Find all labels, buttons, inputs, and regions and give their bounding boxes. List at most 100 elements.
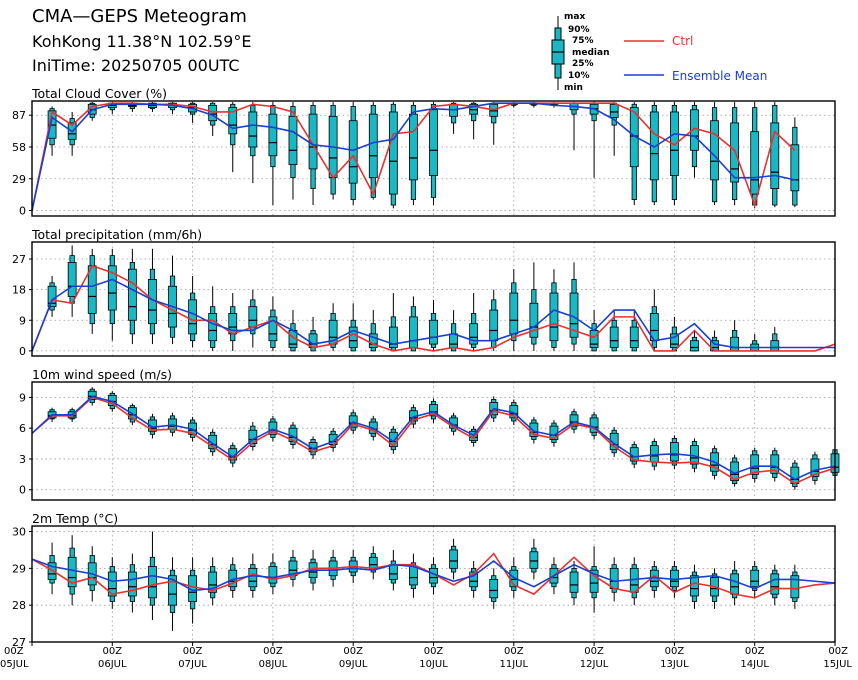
box-31 — [670, 316, 679, 352]
panel-frame — [31, 381, 836, 501]
box-inner — [649, 111, 659, 181]
box-22 — [489, 568, 499, 609]
box-0 — [47, 276, 57, 317]
box-7 — [188, 102, 198, 123]
box-inner — [730, 336, 740, 352]
box-inner — [549, 292, 559, 342]
box-29 — [629, 102, 639, 206]
box-17 — [388, 293, 398, 352]
box-21 — [469, 560, 479, 598]
y-tick-label: 9 — [19, 314, 26, 327]
box-inner — [670, 111, 679, 176]
box-18 — [409, 102, 418, 206]
box-5 — [148, 248, 157, 345]
box-inner — [670, 442, 679, 462]
panel-0: Total Cloud Cover (%) 0 29 58 87 — [12, 86, 836, 218]
box-inner — [168, 418, 177, 430]
box-28 — [609, 557, 619, 602]
box-37 — [790, 564, 800, 609]
y-tick-label: 87 — [12, 109, 26, 122]
legend: max 90% 75% median 25% 10% min Ctrl Ense… — [551, 12, 767, 93]
box-inner — [429, 109, 438, 176]
box-20 — [449, 310, 458, 352]
box-10 — [248, 102, 258, 184]
box-inner — [609, 326, 619, 348]
y-tick-label: 29 — [12, 173, 26, 186]
panel-2: 10m wind speed (m/s) 0 3 6 9 — [19, 367, 840, 501]
box-inner — [67, 556, 77, 588]
box-inner — [409, 316, 418, 348]
ctrl-line — [31, 264, 836, 352]
x-tick-time-label: 00Z — [584, 646, 604, 657]
box-inner — [469, 323, 479, 345]
box-inner — [810, 458, 820, 477]
box-18 — [409, 296, 418, 352]
box-11 — [268, 102, 278, 206]
panel-1: Total precipitation (mm/6h) 0 9 18 27 — [12, 227, 836, 358]
box-36 — [770, 102, 780, 208]
mean-line — [31, 395, 836, 481]
box-15 — [348, 303, 358, 352]
box-30 — [649, 289, 659, 351]
y-tick-label: 9 — [19, 391, 26, 404]
box-inner — [710, 120, 719, 181]
box-inner — [770, 573, 780, 595]
box-inner — [690, 340, 699, 352]
box-inner — [569, 571, 579, 593]
box-inner — [127, 268, 137, 321]
box-11 — [268, 296, 278, 351]
legend-p75-label: 75% — [572, 36, 594, 46]
box-30 — [649, 560, 659, 598]
box-10 — [248, 422, 258, 451]
x-tick-time-label: 00Z — [424, 646, 444, 657]
box-inner — [87, 390, 97, 400]
box-20 — [449, 102, 458, 134]
box-8 — [208, 286, 218, 351]
y-tick-label: 29 — [12, 562, 26, 575]
box-29 — [629, 557, 639, 606]
box-inner — [589, 330, 599, 348]
box-3 — [107, 557, 117, 609]
box-18 — [409, 553, 418, 598]
x-tick-date-label: 14JUL — [740, 659, 769, 670]
box-inner — [750, 131, 760, 195]
x-tick-date-label: 15JUL — [823, 659, 852, 670]
box-30 — [649, 102, 659, 206]
box-inner — [750, 569, 760, 588]
panel-title: Total Cloud Cover (%) — [31, 86, 167, 101]
box-13 — [308, 316, 318, 352]
box-inner — [589, 569, 599, 593]
legend-mean-label: Ensemble Mean — [672, 69, 767, 83]
box-inner — [388, 326, 398, 348]
box-inner — [509, 292, 519, 335]
box-inner — [268, 113, 278, 157]
box-inner — [188, 299, 198, 335]
box-9 — [228, 102, 238, 173]
box-inner — [609, 432, 619, 451]
box-16 — [368, 546, 378, 580]
box-26 — [569, 560, 579, 606]
y-tick-label: 27 — [12, 253, 26, 266]
x-tick-date-label: 09JUL — [339, 659, 368, 670]
box-32 — [690, 330, 699, 352]
box-inner — [148, 419, 157, 432]
legend-box-glyph — [551, 16, 565, 90]
box-37 — [790, 117, 800, 208]
box-4 — [127, 248, 137, 345]
box-inner — [730, 573, 740, 595]
box-19 — [429, 299, 438, 351]
x-tick-date-label: 07JUL — [178, 659, 207, 670]
box-25 — [549, 269, 559, 351]
box-14 — [328, 303, 338, 351]
box-3 — [107, 248, 117, 341]
y-tick-label: 30 — [12, 526, 26, 539]
legend-max-label: max — [564, 12, 585, 22]
box-inner — [589, 417, 599, 433]
box-inner — [368, 113, 378, 179]
y-tick-label: 28 — [12, 599, 26, 612]
box-inner — [148, 566, 157, 599]
box-10 — [248, 289, 258, 348]
box-37 — [790, 459, 800, 490]
box-32 — [690, 438, 699, 473]
